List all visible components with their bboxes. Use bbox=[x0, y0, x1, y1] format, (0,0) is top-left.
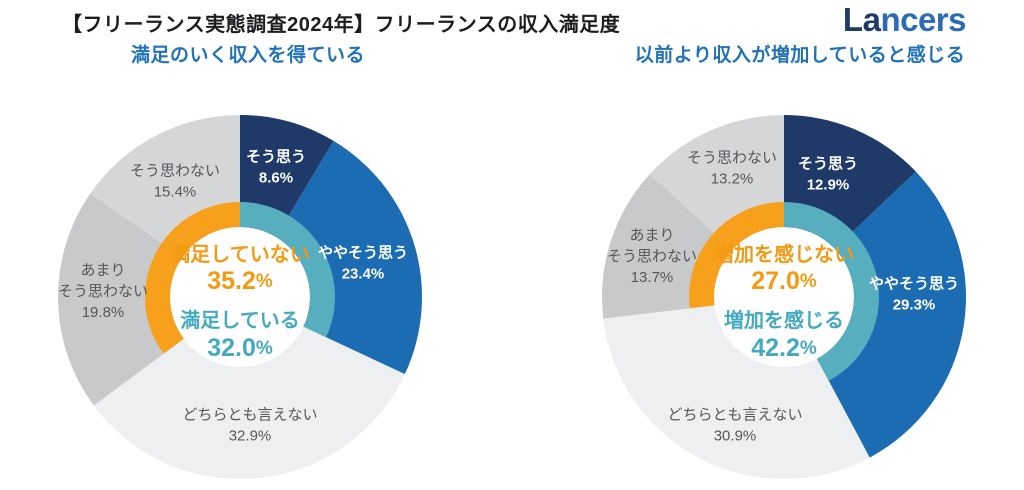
donut-svg: そう思う 8.6% ややそう思う 23.4% どちらとも言えない 32.9% あまりそう思わ… bbox=[57, 115, 422, 480]
summary-positive-value: 32.0% bbox=[207, 334, 273, 362]
segment-label-ややそう思う: ややそう思う 29.3% bbox=[869, 275, 959, 313]
segment-label-どちらとも言えない: どちらとも言えない 32.9% bbox=[182, 406, 317, 444]
donut-chart-right: そう思う 12.9% ややそう思う 29.3% どちらとも言えない 30.9% あまりそう思… bbox=[594, 107, 974, 487]
donut-chart-left: そう思う 8.6% ややそう思う 23.4% どちらとも言えない 32.9% あまりそう思わ… bbox=[50, 107, 430, 487]
segment-label-そう思う: そう思う 12.9% bbox=[798, 155, 858, 193]
segment-label-あまりそう思わない: あまりそう思わない 13.7% bbox=[607, 227, 697, 286]
segment-label-そう思わない: そう思わない 13.2% bbox=[687, 149, 777, 187]
segment-label-ややそう思う: ややそう思う 23.4% bbox=[318, 244, 408, 282]
segment-label-どちらとも言えない: どちらとも言えない 30.9% bbox=[667, 406, 802, 444]
summary-negative-value: 35.2% bbox=[207, 267, 273, 295]
summary-positive-value: 42.2% bbox=[751, 334, 817, 362]
summary-arc-negative bbox=[689, 202, 784, 309]
lancers-logo-part1: La bbox=[842, 1, 881, 38]
lancers-logo: Lancers bbox=[842, 0, 967, 40]
main-title: 【フリーランス実態調査2024年】フリーランスの収入満足度 bbox=[62, 14, 621, 36]
summary-negative-value: 27.0% bbox=[751, 267, 817, 295]
summary-arc-negative bbox=[145, 202, 240, 354]
chart-title-right: 以前より収入が増加していると感じる bbox=[634, 45, 966, 66]
summary-positive-label: 満足している bbox=[180, 309, 299, 332]
segment-どちらとも言えない bbox=[93, 326, 405, 480]
summary-arc-positive bbox=[240, 202, 336, 338]
segment-label-そう思わない: そう思わない 15.4% bbox=[130, 162, 220, 200]
summary-negative-label: 増加を感じない bbox=[714, 242, 854, 266]
chart-title-left: 満足のいく収入を得ている bbox=[130, 45, 365, 66]
segment-あまりそう思わない bbox=[57, 193, 184, 406]
segment-label-そう思う: そう思う 8.6% bbox=[246, 148, 306, 186]
summary-positive-label: 増加を感じる bbox=[724, 308, 844, 332]
summary-arc-positive bbox=[784, 202, 880, 381]
summary-negative-label: 満足していない bbox=[170, 243, 309, 266]
lancers-logo-part2: ncers bbox=[880, 1, 966, 38]
donut-svg: そう思う 12.9% ややそう思う 29.3% どちらとも言えない 30.9% あまりそう思… bbox=[602, 115, 967, 480]
segment-label-あまりそう思わない: あまりそう思わない 19.8% bbox=[58, 262, 148, 321]
segment-どちらとも言えない bbox=[603, 305, 870, 480]
